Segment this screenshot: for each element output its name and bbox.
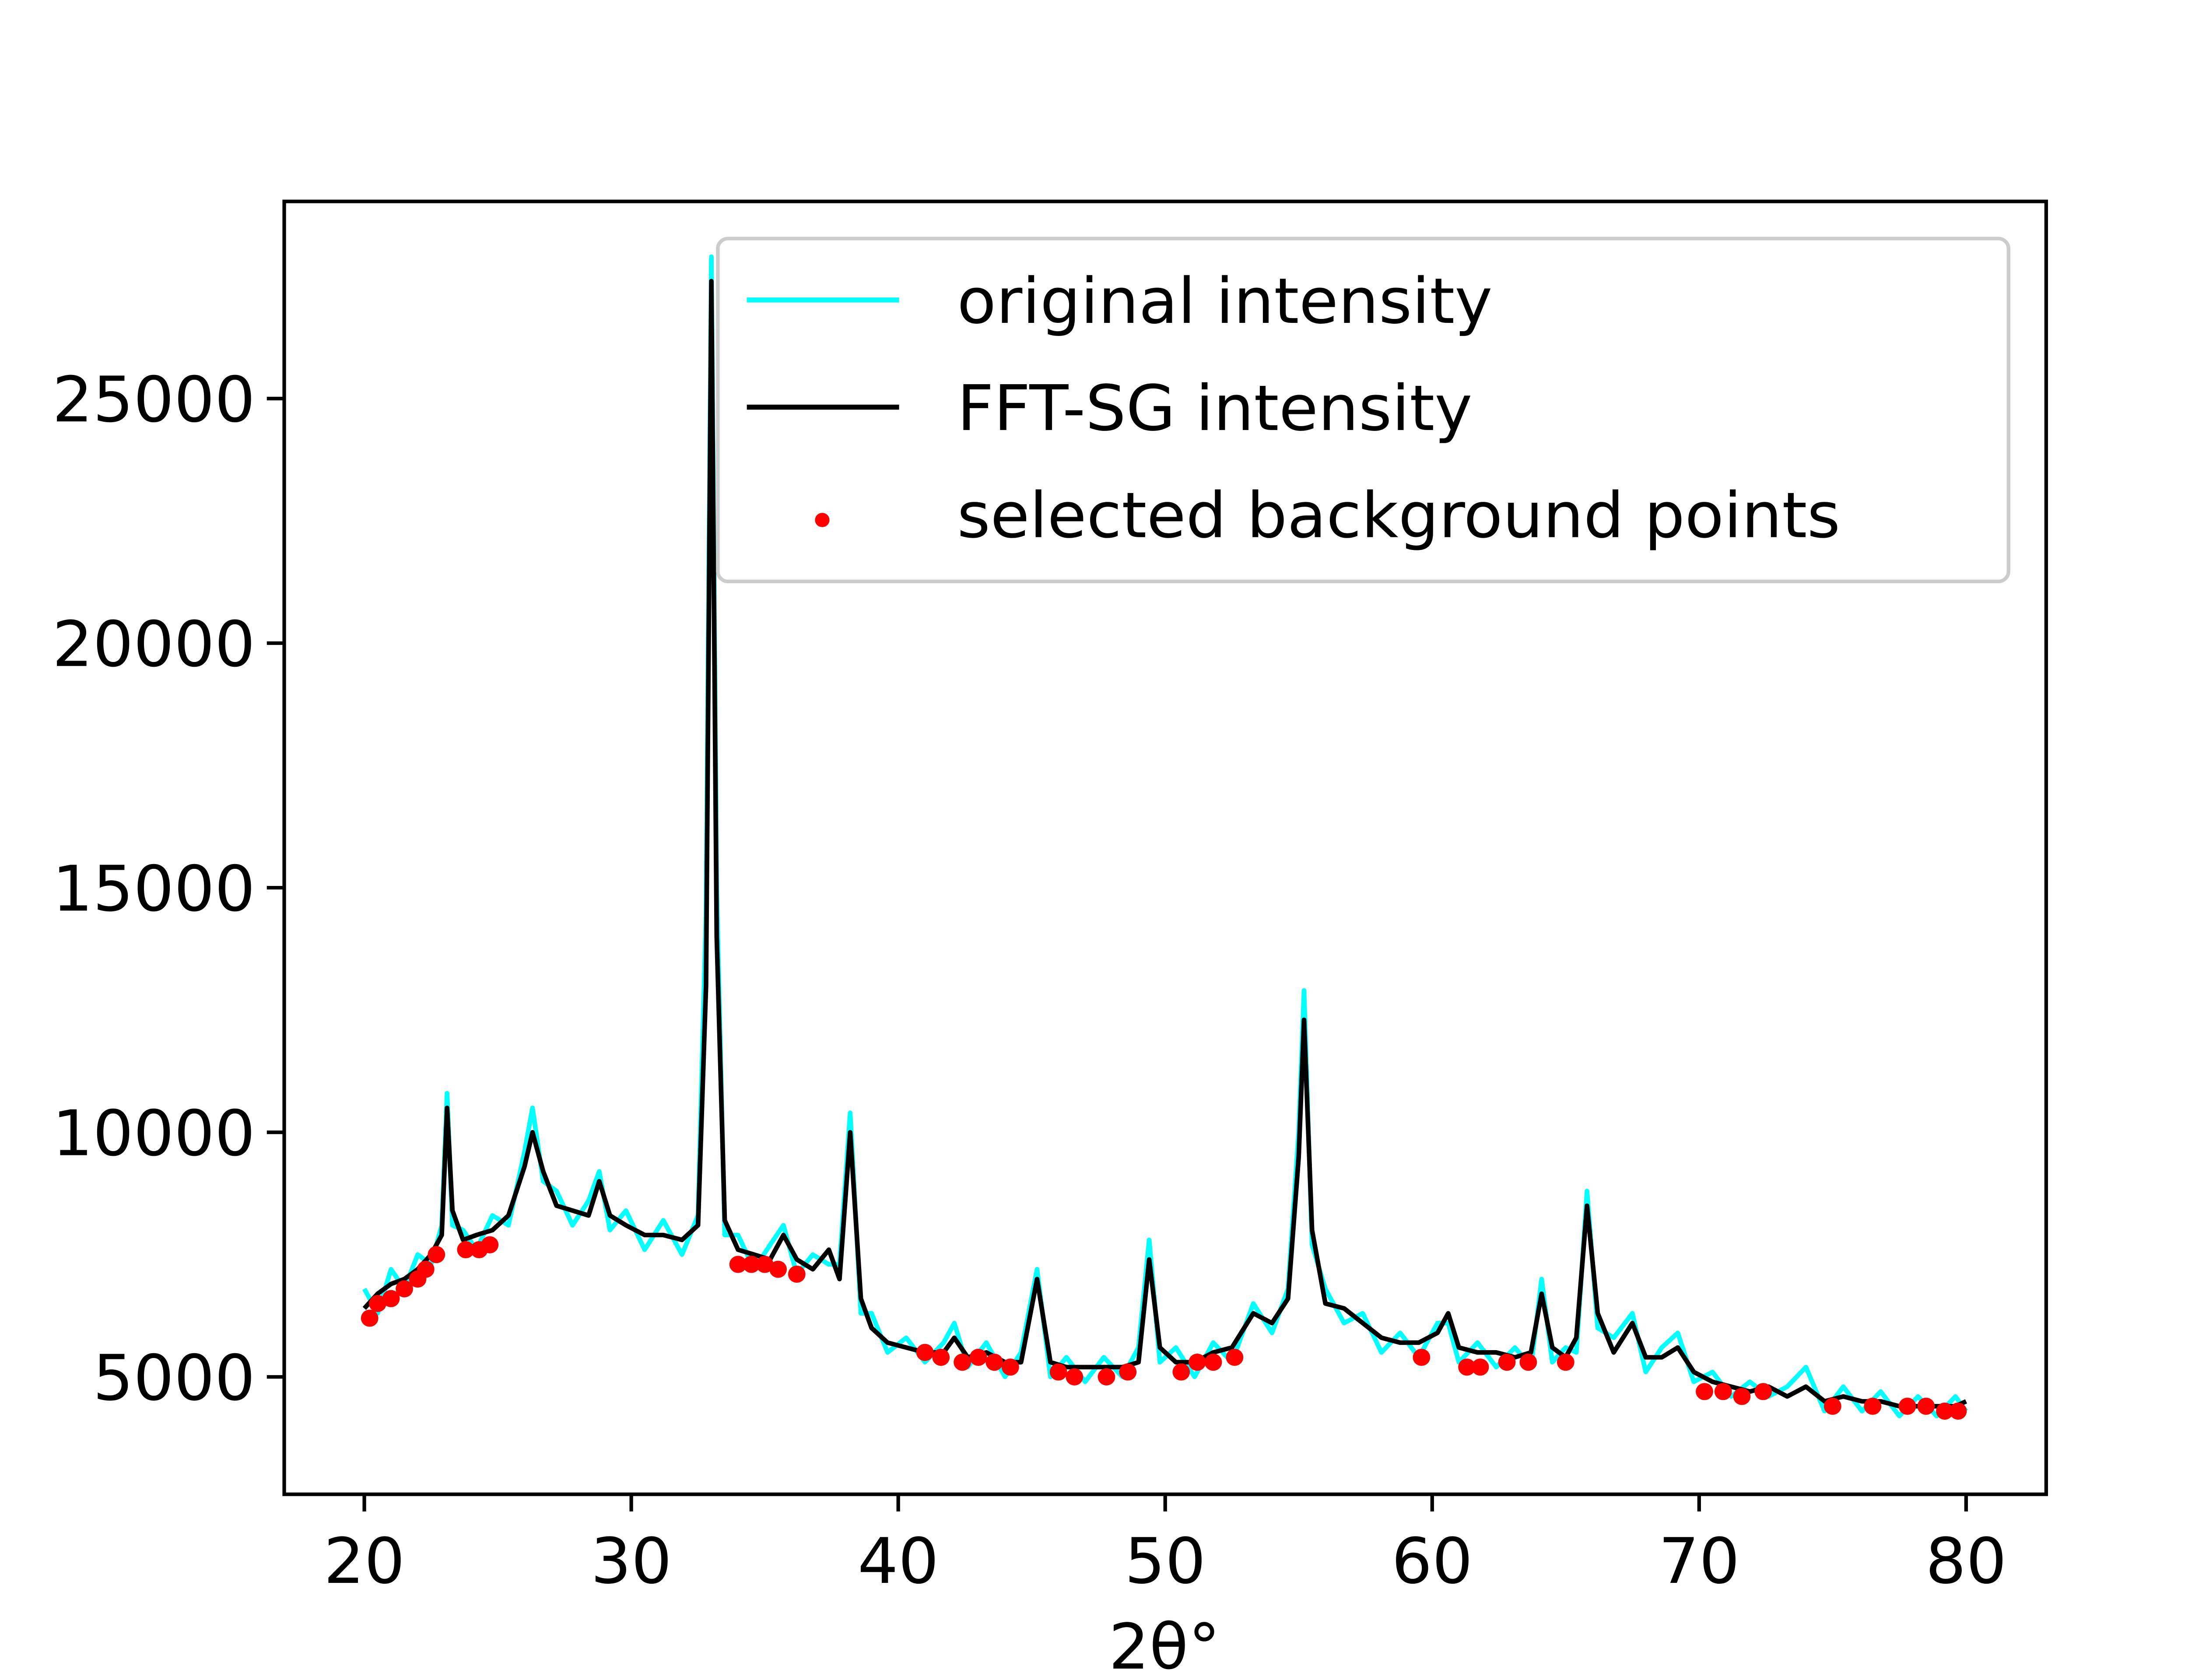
background-point [361, 1309, 379, 1327]
legend-label: FFT-SG intensity [957, 372, 1472, 445]
x-tick-label: 40 [858, 1525, 939, 1598]
background-point [1002, 1358, 1019, 1376]
background-point [1498, 1354, 1516, 1371]
background-point [1471, 1358, 1489, 1376]
background-point [1696, 1383, 1713, 1400]
background-point [756, 1256, 774, 1273]
background-point [1754, 1383, 1772, 1400]
background-point [1936, 1402, 1953, 1420]
legend-label: selected background points [957, 480, 1840, 553]
legend-label: original intensity [957, 265, 1492, 338]
background-point [1824, 1397, 1841, 1415]
plot-area [361, 254, 1968, 1420]
y-tick-label: 10000 [52, 1097, 255, 1170]
x-tick-label: 50 [1125, 1525, 1206, 1598]
background-point [369, 1295, 386, 1312]
background-point [428, 1246, 445, 1264]
background-point [954, 1354, 971, 1371]
background-point [1189, 1354, 1206, 1371]
y-tick-label: 15000 [52, 853, 255, 926]
x-tick-label: 20 [324, 1525, 405, 1598]
x-axis-label: 2θ° [1109, 1611, 1220, 1680]
background-point [743, 1256, 761, 1273]
x-tick-label: 70 [1659, 1525, 1740, 1598]
background-point [916, 1344, 934, 1361]
x-tick-label: 30 [591, 1525, 672, 1598]
background-point [969, 1348, 987, 1366]
background-point [1733, 1388, 1751, 1405]
background-point [1204, 1354, 1222, 1371]
y-tick-label: 20000 [52, 608, 255, 681]
background-point [1557, 1354, 1574, 1371]
line-series [362, 254, 1968, 1418]
background-point [932, 1348, 950, 1366]
background-point [1413, 1348, 1431, 1366]
background-point [1119, 1363, 1137, 1381]
y-tick-label: 25000 [52, 364, 255, 437]
background-point [1172, 1363, 1190, 1381]
background-point [985, 1354, 1003, 1371]
legend-box [716, 237, 2010, 584]
background-point [1714, 1383, 1732, 1400]
background-point [1458, 1358, 1476, 1376]
background-point [788, 1265, 806, 1283]
x-tick-label: 80 [1925, 1525, 2007, 1598]
background-point [417, 1260, 435, 1278]
background-point [729, 1256, 747, 1273]
background-point [457, 1241, 475, 1259]
legend: original intensity FFT-SG intensity select… [716, 237, 2010, 584]
background-point [1226, 1348, 1244, 1366]
background-point [1098, 1368, 1115, 1386]
y-tick-label: 5000 [93, 1342, 255, 1415]
background-point [769, 1260, 787, 1278]
x-tick-label: 60 [1392, 1525, 1473, 1598]
background-point [1519, 1354, 1537, 1371]
background-point [1949, 1402, 1967, 1420]
background-point [481, 1236, 499, 1253]
background-point [1864, 1397, 1882, 1415]
line-series [362, 279, 1967, 1409]
background-point [1898, 1397, 1916, 1415]
background-point [396, 1280, 413, 1298]
background-point [1917, 1397, 1935, 1415]
background-point [1049, 1363, 1067, 1381]
background-point [1066, 1368, 1083, 1386]
legend-marker [815, 513, 830, 527]
background-point [382, 1290, 400, 1307]
